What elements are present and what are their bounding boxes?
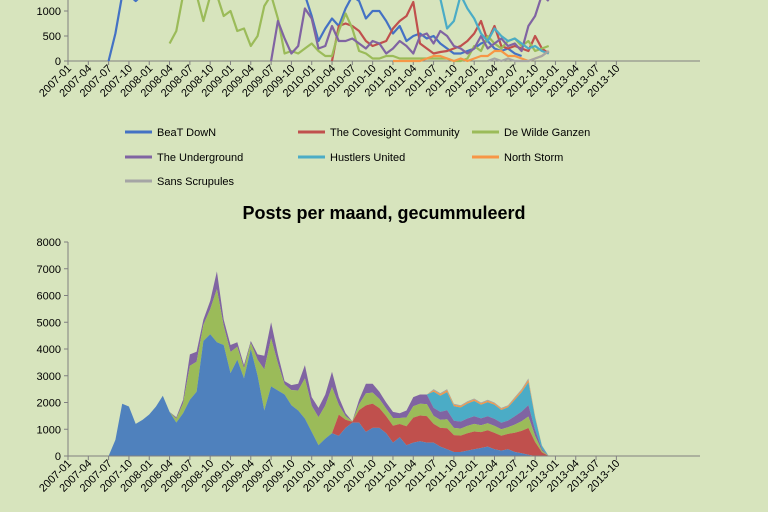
y-tick-label: 8000 [37, 237, 61, 249]
y-tick-label: 6000 [37, 291, 61, 303]
legend-item-hustlers-united: Hustlers United [298, 152, 405, 164]
legend-label: Hustlers United [330, 152, 405, 164]
series-line [168, 0, 550, 63]
legend-item-north-storm: North Storm [472, 152, 563, 164]
y-tick-label: 2000 [37, 398, 61, 410]
y-tick-label: 0 [55, 56, 61, 68]
legend-label: De Wilde Ganzen [504, 127, 590, 139]
legend-item-the-underground: The Underground [125, 152, 243, 164]
legend-label: Sans Scrupules [157, 176, 235, 188]
line-chart: 050010002007-012007-042007-072007-102008… [37, 0, 700, 100]
area-layer [68, 289, 630, 456]
series-line [107, 0, 522, 62]
y-tick-label: 500 [43, 31, 61, 43]
legend-label: North Storm [504, 152, 563, 164]
series-line [270, 0, 550, 62]
legend-item-covesight: The Covesight Community [298, 127, 460, 139]
area-layer [68, 271, 630, 456]
chart-legend: BeaT DowN The Covesight Community De Wil… [125, 127, 590, 188]
legend-item-sans-scrupules: Sans Scrupules [125, 176, 235, 188]
y-tick-label: 3000 [37, 371, 61, 383]
y-tick-label: 1000 [37, 424, 61, 436]
y-tick-label: 0 [55, 451, 61, 463]
chart-title: Posts per maand, gecummuleerd [242, 203, 525, 223]
legend-item-de-wilde-ganzen: De Wilde Ganzen [472, 127, 590, 139]
y-tick-label: 5000 [37, 317, 61, 329]
y-tick-label: 1000 [37, 6, 61, 18]
series-line [393, 49, 550, 63]
legend-label: The Covesight Community [330, 127, 460, 139]
stacked-area-chart: 0100020003000400050006000700080002007-01… [37, 237, 700, 495]
legend-label: BeaT DowN [157, 127, 216, 139]
y-tick-label: 4000 [37, 344, 61, 356]
legend-item-beat-down: BeaT DowN [125, 127, 216, 139]
area-layer [68, 334, 630, 456]
series-line [487, 50, 550, 63]
y-tick-label: 7000 [37, 264, 61, 276]
series-line [439, 0, 550, 55]
series-line [330, 0, 550, 62]
legend-label: The Underground [157, 152, 243, 164]
